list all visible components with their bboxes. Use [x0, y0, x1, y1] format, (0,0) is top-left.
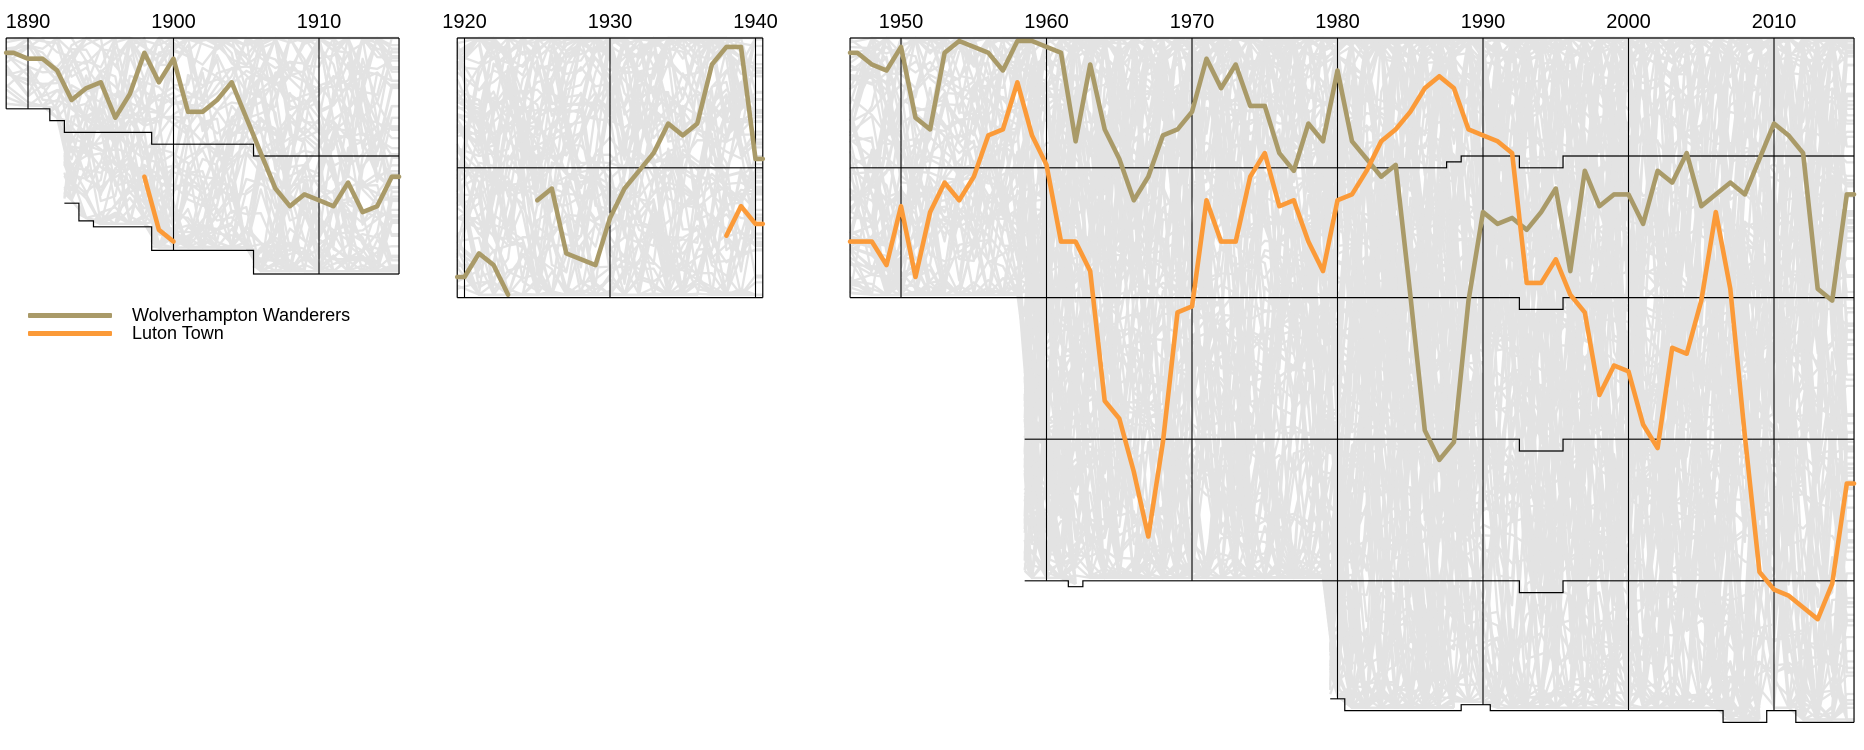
x-tick-label: 1920: [442, 11, 487, 33]
background-team-line: [457, 36, 763, 296]
x-tick-label: 2000: [1606, 11, 1651, 33]
background-team-line: [1329, 139, 1854, 709]
background-team-line: [1795, 674, 1854, 714]
background-team-line: [63, 36, 399, 249]
legend-item-wolverhampton: Wolverhampton Wanderers: [28, 306, 350, 324]
series-line-wolverhampton-wanderers: [847, 38, 1857, 463]
x-tick-label: 1960: [1024, 11, 1069, 33]
x-tick-label: 1980: [1315, 11, 1360, 33]
x-tick-label: 1940: [733, 11, 778, 33]
background-team-line: [1795, 431, 1854, 721]
background-team-line: [1722, 117, 1854, 721]
background-team-line: [456, 36, 763, 287]
x-tick-label: 1900: [151, 11, 196, 33]
background-team-line: [150, 36, 399, 249]
background-team-line: [456, 36, 763, 160]
x-axis-tick-labels: 1890 1900 1910 1920 1930 1940 1950 1960 1970 1980…: [6, 11, 1797, 33]
background-team-line: [456, 36, 763, 236]
series-line-luton-town: [724, 203, 766, 238]
background-team-line: [1329, 36, 1854, 721]
series-line-wolverhampton-wanderers: [3, 50, 402, 215]
division-boundary-step: [1024, 580, 1855, 594]
background-team-line: [1067, 577, 1076, 582]
legend: Wolverhampton Wanderers Luton Town: [28, 306, 350, 342]
series-line-luton-town: [142, 174, 176, 244]
wolves-label: Wolverhampton Wanderers: [132, 305, 351, 325]
background-team-line: [456, 36, 763, 176]
division-boundary-step: [6, 108, 400, 157]
background-team-line: [1329, 36, 1854, 709]
background-team-line: [63, 36, 399, 199]
background-team-line: [1721, 149, 1854, 713]
series-line-wolverhampton-wanderers: [454, 44, 766, 297]
background-team-line: [456, 191, 763, 296]
x-tick-label: 1930: [588, 11, 633, 33]
luton-line-swatch: [28, 330, 112, 336]
background-team-line: [1489, 212, 1854, 721]
background-team-line: [253, 132, 399, 273]
background-team-line: [456, 64, 763, 296]
division-boundary-step: [64, 202, 400, 275]
series-line-luton-town: [847, 74, 1857, 622]
background-team-line: [1329, 36, 1854, 642]
background-teams-texture: [5, 36, 1854, 721]
background-team-line: [1329, 226, 1854, 703]
background-team-line: [150, 145, 399, 273]
background-team-line: [252, 173, 399, 273]
decade-gridlines: [27, 38, 1775, 711]
background-team-line: [1023, 36, 1854, 580]
background-team-line: [456, 88, 763, 229]
background-team-line: [93, 40, 399, 226]
x-tick-label: 2010: [1752, 11, 1797, 33]
background-team-line: [1023, 36, 1854, 637]
background-team-line: [1023, 36, 1854, 566]
division-boundary-step: [850, 155, 1855, 169]
division-boundary-step: [850, 297, 1855, 310]
x-tick-label: 1970: [1170, 11, 1215, 33]
background-team-line: [457, 84, 763, 207]
background-team-line: [1329, 92, 1854, 709]
background-team-line: [92, 177, 399, 273]
background-team-line: [1329, 217, 1854, 721]
division-boundary-step: [1330, 698, 1855, 723]
x-tick-label: 1990: [1461, 11, 1506, 33]
x-tick-label: 1910: [297, 11, 342, 33]
x-tick-label: 1950: [879, 11, 924, 33]
legend-item-luton: Luton Town: [28, 324, 350, 342]
luton-label: Luton Town: [132, 323, 224, 343]
background-team-line: [457, 90, 763, 192]
background-team-line: [252, 190, 399, 273]
background-team-line: [5, 36, 399, 124]
background-team-line: [1722, 707, 1761, 721]
background-team-line: [1023, 36, 1854, 709]
x-tick-label: 1890: [6, 11, 51, 33]
wolves-line-swatch: [28, 312, 112, 318]
background-team-line: [1329, 36, 1854, 664]
background-team-line: [456, 36, 763, 296]
background-team-line: [457, 131, 763, 296]
series-lines: [3, 38, 1857, 622]
